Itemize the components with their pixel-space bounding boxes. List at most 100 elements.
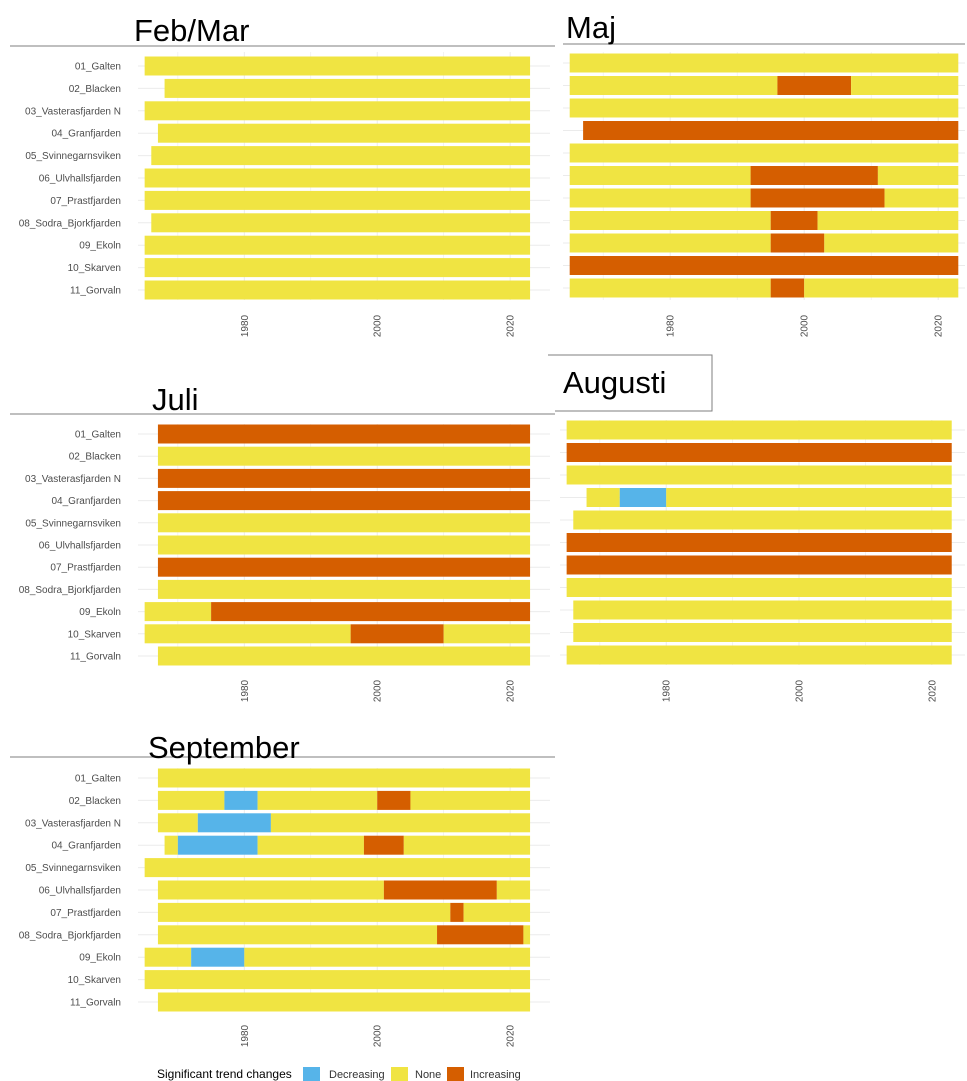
x-tick-label: 1980 bbox=[662, 679, 673, 702]
bar-segment-02_Blacken-2 bbox=[257, 790, 378, 810]
bar-segment-04_Granfjarden-0 bbox=[586, 488, 620, 507]
bar-segment-08_Sodra_Bjorkfjarden-0 bbox=[157, 925, 438, 945]
bar-segment-06_Ulvhallsfjarden-1 bbox=[750, 166, 878, 185]
bar-segment-01_Galten-0 bbox=[157, 424, 531, 444]
category-label: 03_Vasterasfjarden N bbox=[25, 474, 121, 485]
bar-segment-08_Sodra_Bjorkfjarden-0 bbox=[566, 578, 952, 597]
bar-segment-04_Granfjarden-1 bbox=[619, 488, 667, 507]
bar-segment-02_Blacken-0 bbox=[164, 78, 531, 98]
bar-segment-05_Svinnegarnsviken-0 bbox=[569, 143, 959, 163]
panel-1: 01_Galten 02_Blacken 03_Vasterasfjarden N 0… bbox=[10, 13, 555, 337]
bar-segment-07_Prastfjarden-0 bbox=[157, 902, 451, 922]
bar-segment-06_Ulvhallsfjarden-1 bbox=[383, 880, 497, 900]
bar-segment-01_Galten-0 bbox=[566, 420, 952, 440]
bar-segment-03_Vasterasfjarden N-0 bbox=[569, 98, 959, 118]
bar-segment-08_Sodra_Bjorkfjarden-2 bbox=[523, 925, 531, 945]
bar-segment-09_Ekoln-0 bbox=[144, 235, 531, 255]
panel-title: Juli bbox=[152, 382, 199, 417]
panel-title: Maj bbox=[566, 10, 616, 45]
bar-segment-07_Prastfjarden-0 bbox=[569, 188, 751, 208]
bar-segment-09_Ekoln-0 bbox=[573, 600, 952, 620]
category-label: 04_Granfjarden bbox=[52, 496, 122, 507]
category-label: 03_Vasterasfjarden N bbox=[25, 106, 121, 117]
category-label: 11_Gorvaln bbox=[70, 652, 121, 663]
x-tick-label: 2000 bbox=[373, 314, 384, 337]
bar-segment-11_Gorvaln-0 bbox=[566, 645, 952, 665]
bar-segment-07_Prastfjarden-1 bbox=[450, 902, 464, 922]
bar-segment-03_Vasterasfjarden N-1 bbox=[197, 813, 271, 833]
bar-segment-04_Granfjarden-4 bbox=[403, 835, 531, 855]
bar-segment-08_Sodra_Bjorkfjarden-0 bbox=[151, 213, 531, 233]
category-label: 05_Svinnegarnsviken bbox=[25, 151, 121, 162]
bar-segment-09_Ekoln-1 bbox=[211, 602, 531, 622]
bar-segment-02_Blacken-0 bbox=[566, 443, 952, 462]
bar-segment-11_Gorvaln-0 bbox=[569, 278, 771, 298]
bar-segment-07_Prastfjarden-1 bbox=[750, 188, 885, 208]
bar-segment-04_Granfjarden-3 bbox=[363, 835, 404, 855]
bar-segment-02_Blacken-0 bbox=[157, 446, 531, 466]
legend-swatch-increasing bbox=[447, 1067, 464, 1081]
x-tick-label: 2000 bbox=[795, 679, 806, 702]
category-label: 05_Svinnegarnsviken bbox=[25, 863, 121, 874]
bar-segment-01_Galten-0 bbox=[569, 53, 959, 73]
category-label: 03_Vasterasfjarden N bbox=[25, 818, 121, 829]
category-label: 01_Galten bbox=[75, 774, 121, 785]
bar-segment-02_Blacken-1 bbox=[224, 790, 258, 810]
bar-segment-04_Granfjarden-0 bbox=[157, 491, 531, 511]
bar-segment-08_Sodra_Bjorkfjarden-1 bbox=[770, 211, 818, 230]
x-tick-label: 2000 bbox=[373, 679, 384, 702]
x-tick-label: 2020 bbox=[934, 314, 945, 337]
category-label: 07_Prastfjarden bbox=[50, 908, 121, 919]
category-label: 10_Skarven bbox=[68, 263, 121, 274]
bar-segment-11_Gorvaln-1 bbox=[770, 278, 805, 298]
bar-segment-05_Svinnegarnsviken-0 bbox=[573, 510, 952, 530]
x-tick-label: 2020 bbox=[506, 1024, 517, 1047]
bar-segment-04_Granfjarden-0 bbox=[157, 123, 531, 143]
bar-segment-03_Vasterasfjarden N-0 bbox=[144, 101, 531, 121]
category-label: 05_Svinnegarnsviken bbox=[25, 518, 121, 529]
bar-segment-02_Blacken-0 bbox=[157, 790, 225, 810]
bar-segment-08_Sodra_Bjorkfjarden-0 bbox=[157, 579, 531, 599]
category-label: 10_Skarven bbox=[68, 629, 121, 640]
category-label: 06_Ulvhallsfjarden bbox=[39, 886, 121, 897]
bar-segment-09_Ekoln-2 bbox=[244, 947, 531, 967]
bar-segment-06_Ulvhallsfjarden-0 bbox=[157, 535, 531, 555]
x-tick-label: 1980 bbox=[666, 314, 677, 337]
bar-segment-05_Svinnegarnsviken-0 bbox=[144, 858, 531, 878]
legend-label-none: None bbox=[415, 1069, 441, 1081]
panel-2: 1980 2000 2020 Maj bbox=[563, 10, 965, 337]
category-label: 04_Granfjarden bbox=[52, 129, 122, 140]
bar-segment-03_Vasterasfjarden N-2 bbox=[270, 813, 531, 833]
bar-segment-10_Skarven-0 bbox=[573, 623, 952, 642]
x-tick-label: 1980 bbox=[240, 679, 251, 702]
panel-title: Augusti bbox=[563, 365, 666, 400]
category-label: 07_Prastfjarden bbox=[50, 563, 121, 574]
bar-segment-11_Gorvaln-0 bbox=[157, 992, 531, 1012]
panel-title: Feb/Mar bbox=[134, 13, 249, 48]
category-label: 08_Sodra_Bjorkfjarden bbox=[19, 218, 121, 229]
bar-segment-07_Prastfjarden-0 bbox=[566, 555, 952, 575]
bar-segment-07_Prastfjarden-0 bbox=[144, 190, 531, 210]
x-tick-label: 2020 bbox=[506, 314, 517, 337]
category-label: 02_Blacken bbox=[69, 452, 121, 463]
category-label: 09_Ekoln bbox=[79, 607, 121, 618]
bar-segment-10_Skarven-2 bbox=[443, 624, 531, 644]
bar-segment-04_Granfjarden-2 bbox=[666, 488, 952, 507]
legend-swatch-none bbox=[391, 1067, 408, 1081]
bar-segment-10_Skarven-0 bbox=[144, 624, 351, 644]
bar-segment-10_Skarven-0 bbox=[144, 970, 531, 990]
bar-segment-06_Ulvhallsfjarden-2 bbox=[496, 880, 531, 900]
bar-segment-02_Blacken-0 bbox=[569, 76, 778, 95]
category-label: 06_Ulvhallsfjarden bbox=[39, 541, 121, 552]
category-label: 02_Blacken bbox=[69, 796, 121, 807]
legend-label-increasing: Increasing bbox=[470, 1069, 521, 1081]
panel-title: September bbox=[148, 730, 300, 765]
bar-segment-06_Ulvhallsfjarden-0 bbox=[144, 168, 531, 188]
bar-segment-03_Vasterasfjarden N-0 bbox=[157, 813, 198, 833]
bar-segment-09_Ekoln-0 bbox=[144, 947, 192, 967]
bar-segment-10_Skarven-0 bbox=[569, 256, 959, 275]
x-tick-label: 2020 bbox=[927, 679, 938, 702]
bar-segment-05_Svinnegarnsviken-0 bbox=[157, 513, 531, 533]
category-label: 02_Blacken bbox=[69, 84, 121, 95]
bar-segment-07_Prastfjarden-2 bbox=[884, 188, 959, 208]
